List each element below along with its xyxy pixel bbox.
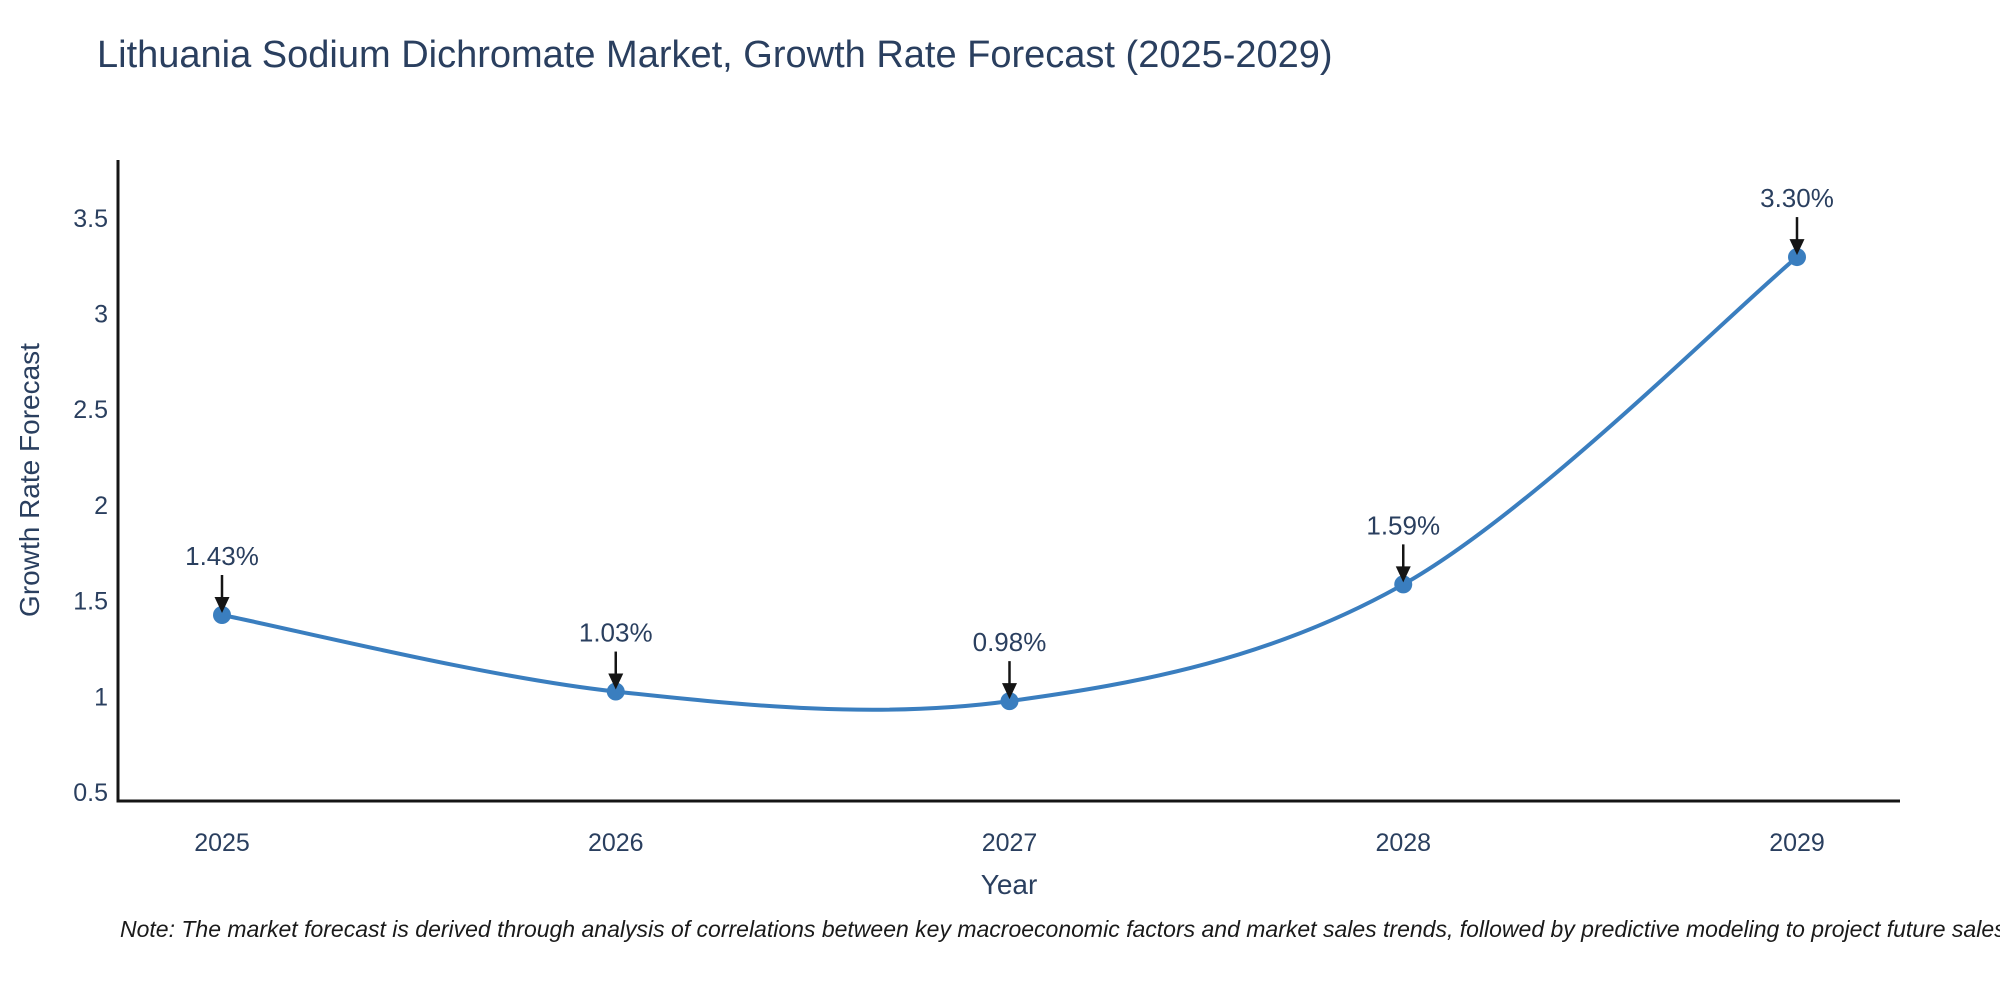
point-value-label: 1.03% xyxy=(579,618,653,648)
x-tick-label: 2029 xyxy=(1769,829,1825,857)
point-value-label: 0.98% xyxy=(973,627,1047,657)
point-value-label: 1.59% xyxy=(1366,510,1440,540)
annotation-arrowhead-icon xyxy=(1002,683,1017,700)
x-tick-label: 2027 xyxy=(982,829,1038,857)
annotation-arrowhead-icon xyxy=(1789,239,1805,256)
y-tick-label: 2.5 xyxy=(73,396,108,424)
data-point-marker xyxy=(606,682,625,701)
x-tick-label: 2026 xyxy=(588,829,644,857)
y-tick-label: 2 xyxy=(94,492,108,520)
x-tick-label: 2028 xyxy=(1375,829,1431,857)
x-tick-label: 2025 xyxy=(194,829,250,857)
annotation-arrowhead-icon xyxy=(608,673,624,690)
data-point-marker xyxy=(1394,575,1413,594)
y-tick-label: 1.5 xyxy=(73,588,108,616)
forecast-line xyxy=(220,255,1799,712)
y-tick-label: 1 xyxy=(94,683,108,711)
data-point-marker xyxy=(1788,248,1806,267)
point-value-label: 3.30% xyxy=(1760,183,1834,213)
chart-title: Lithuania Sodium Dichromate Market, Grow… xyxy=(97,34,1333,76)
annotation-arrowhead-icon xyxy=(214,596,230,613)
data-point-marker xyxy=(1000,692,1019,711)
data-point-marker xyxy=(213,605,231,624)
y-tick-label: 3.5 xyxy=(73,205,108,233)
y-tick-label: 0.5 xyxy=(73,779,108,807)
point-value-label: 1.43% xyxy=(185,541,259,571)
x-axis-title: Year xyxy=(980,869,1038,900)
annotation-arrowhead-icon xyxy=(1395,566,1411,583)
y-tick-label: 3 xyxy=(94,301,108,329)
footnote: Note: The market forecast is derived thr… xyxy=(120,916,2000,942)
